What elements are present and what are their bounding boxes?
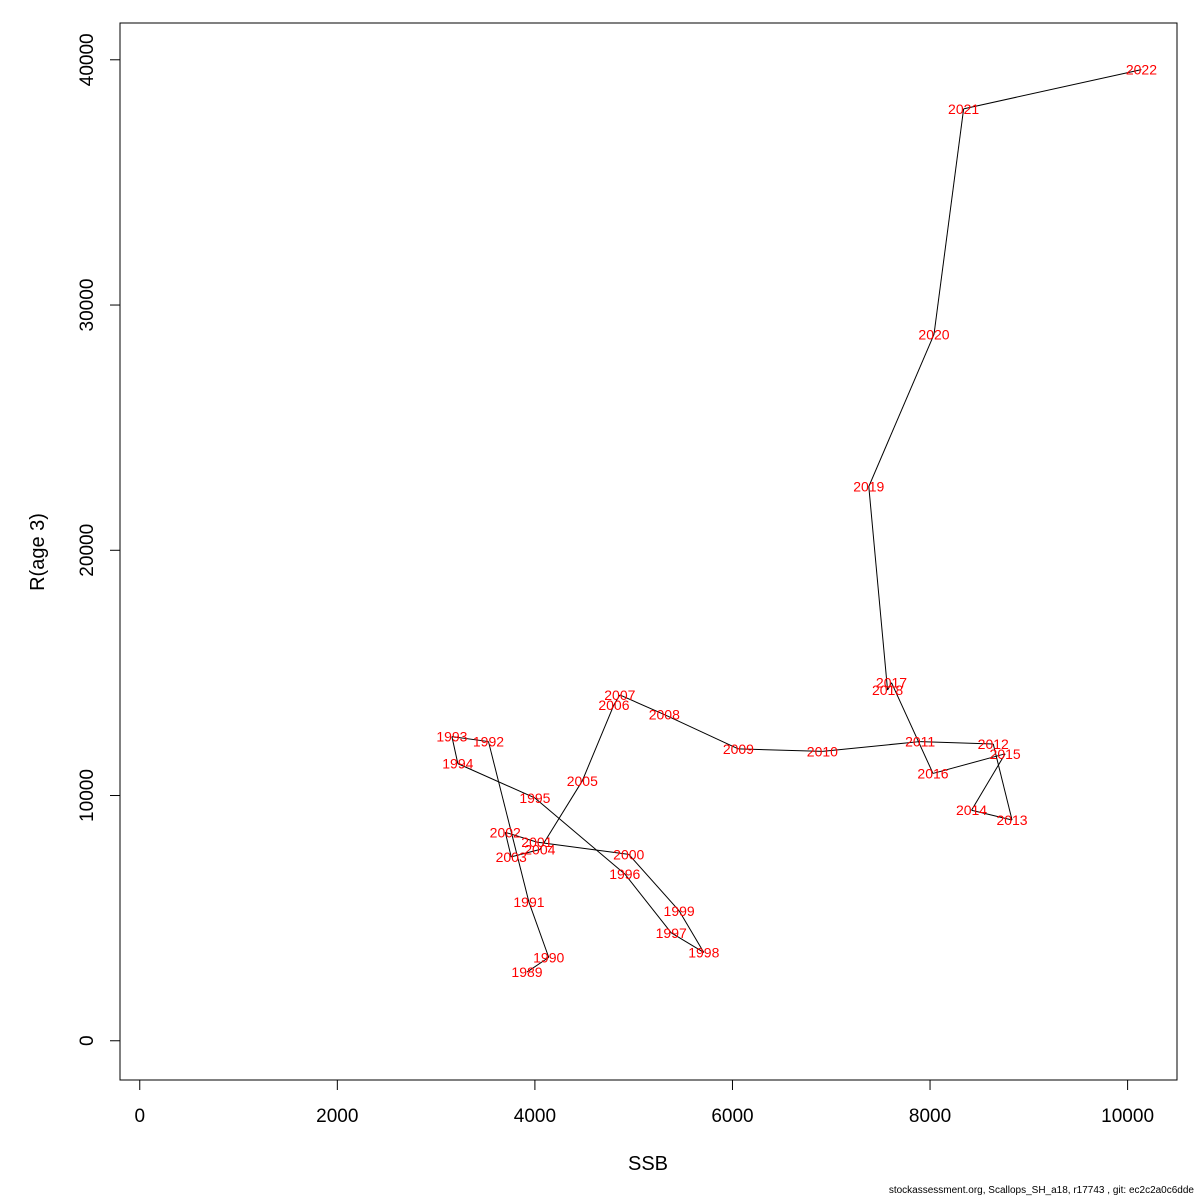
trajectory-segment	[963, 69, 1142, 110]
point-label-1991: 1991	[513, 894, 544, 910]
footer-caption: stockassessment.org, Scallops_SH_a18, r1…	[888, 1185, 1194, 1196]
trajectory-segment	[887, 682, 892, 691]
point-label-2005: 2005	[567, 773, 598, 789]
x-axis-title: SSB	[628, 1153, 668, 1175]
trajectory-segment	[932, 753, 1006, 774]
point-label-2013: 2013	[996, 812, 1027, 828]
point-label-1996: 1996	[609, 866, 640, 882]
trajectory-segment	[457, 763, 536, 799]
point-label-2017: 2017	[876, 675, 907, 691]
trajectory-segment	[868, 486, 889, 691]
x-tick-label: 4000	[514, 1106, 556, 1127]
plot-frame	[119, 22, 1178, 1081]
y-tick-label: 0	[77, 1035, 98, 1046]
trajectory-segment	[528, 902, 550, 958]
y-tick-label: 30000	[77, 279, 98, 332]
trajectory-segment	[664, 714, 739, 750]
trajectory-segment	[539, 780, 583, 850]
x-tick-label: 10000	[1101, 1106, 1154, 1127]
point-label-2020: 2020	[918, 326, 949, 342]
point-label-2004: 2004	[524, 841, 555, 857]
y-axis-title: R(age 3)	[27, 513, 49, 591]
trajectory-segment	[526, 956, 550, 973]
trajectory-segment	[920, 741, 994, 745]
point-label-2008: 2008	[649, 707, 680, 723]
point-label-1990: 1990	[533, 949, 564, 965]
point-label-2019: 2019	[853, 479, 884, 495]
x-tick-label: 0	[134, 1106, 145, 1127]
point-label-2000: 2000	[613, 846, 644, 862]
y-axis: 0 10000 20000 30000 40000	[77, 33, 121, 1046]
point-label-1994: 1994	[442, 756, 473, 772]
trajectory-segment	[451, 736, 459, 764]
trajectory-segment	[505, 831, 538, 843]
trajectory-segment	[971, 753, 1006, 811]
trajectory-segment	[628, 854, 680, 912]
trajectory-segment	[678, 910, 705, 953]
x-tick-label: 2000	[316, 1106, 358, 1127]
point-label-2015: 2015	[990, 746, 1021, 762]
point-label-1998: 1998	[688, 944, 719, 960]
point-label-2002: 2002	[490, 824, 521, 840]
trajectory-segment	[504, 832, 512, 857]
point-label-1992: 1992	[473, 734, 504, 750]
trajectory-segment	[534, 797, 626, 875]
point-label-2021: 2021	[948, 101, 979, 117]
trajectory-line	[451, 69, 1142, 973]
y-tick-label: 10000	[77, 769, 98, 822]
point-label-1995: 1995	[519, 790, 550, 806]
x-tick-label: 6000	[711, 1106, 753, 1127]
point-label-1997: 1997	[656, 925, 687, 941]
point-label-1993: 1993	[436, 729, 467, 745]
trajectory-segment	[822, 741, 921, 752]
y-tick-label: 40000	[77, 33, 98, 86]
trajectory-segment	[933, 108, 965, 335]
trajectory-segment	[511, 848, 540, 858]
trajectory-segment	[670, 932, 705, 953]
point-label-2018: 2018	[872, 682, 903, 698]
point-label-1999: 1999	[664, 903, 695, 919]
point-label-2006: 2006	[598, 697, 629, 713]
x-tick-label: 8000	[909, 1106, 951, 1127]
point-label-2016: 2016	[917, 765, 948, 781]
point-label-2003: 2003	[496, 849, 527, 865]
point-label-2009: 2009	[723, 741, 754, 757]
trajectory-segment	[487, 741, 530, 903]
x-axis: 0 2000 4000 6000 8000 10000	[134, 1079, 1154, 1127]
point-label-2010: 2010	[807, 743, 838, 759]
trajectory-segment	[619, 694, 665, 716]
trajectory-segment	[536, 841, 629, 855]
trajectory-segment	[624, 873, 672, 934]
trajectory-segment	[613, 694, 621, 706]
point-label-2014: 2014	[956, 802, 987, 818]
point-label-2022: 2022	[1126, 62, 1157, 78]
y-tick-label: 20000	[77, 524, 98, 577]
point-label-2012: 2012	[978, 736, 1009, 752]
trajectory-segment	[971, 809, 1013, 821]
trajectory-segment	[581, 704, 615, 781]
point-label-2001: 2001	[521, 834, 552, 850]
point-label-1989: 1989	[511, 964, 542, 980]
trajectory-segment	[891, 682, 934, 774]
point-label-2007: 2007	[604, 687, 635, 703]
point-label-2011: 2011	[905, 734, 935, 750]
trajectory-segment	[868, 334, 935, 487]
trajectory-segment	[738, 748, 823, 752]
trajectory-segment	[451, 736, 489, 743]
